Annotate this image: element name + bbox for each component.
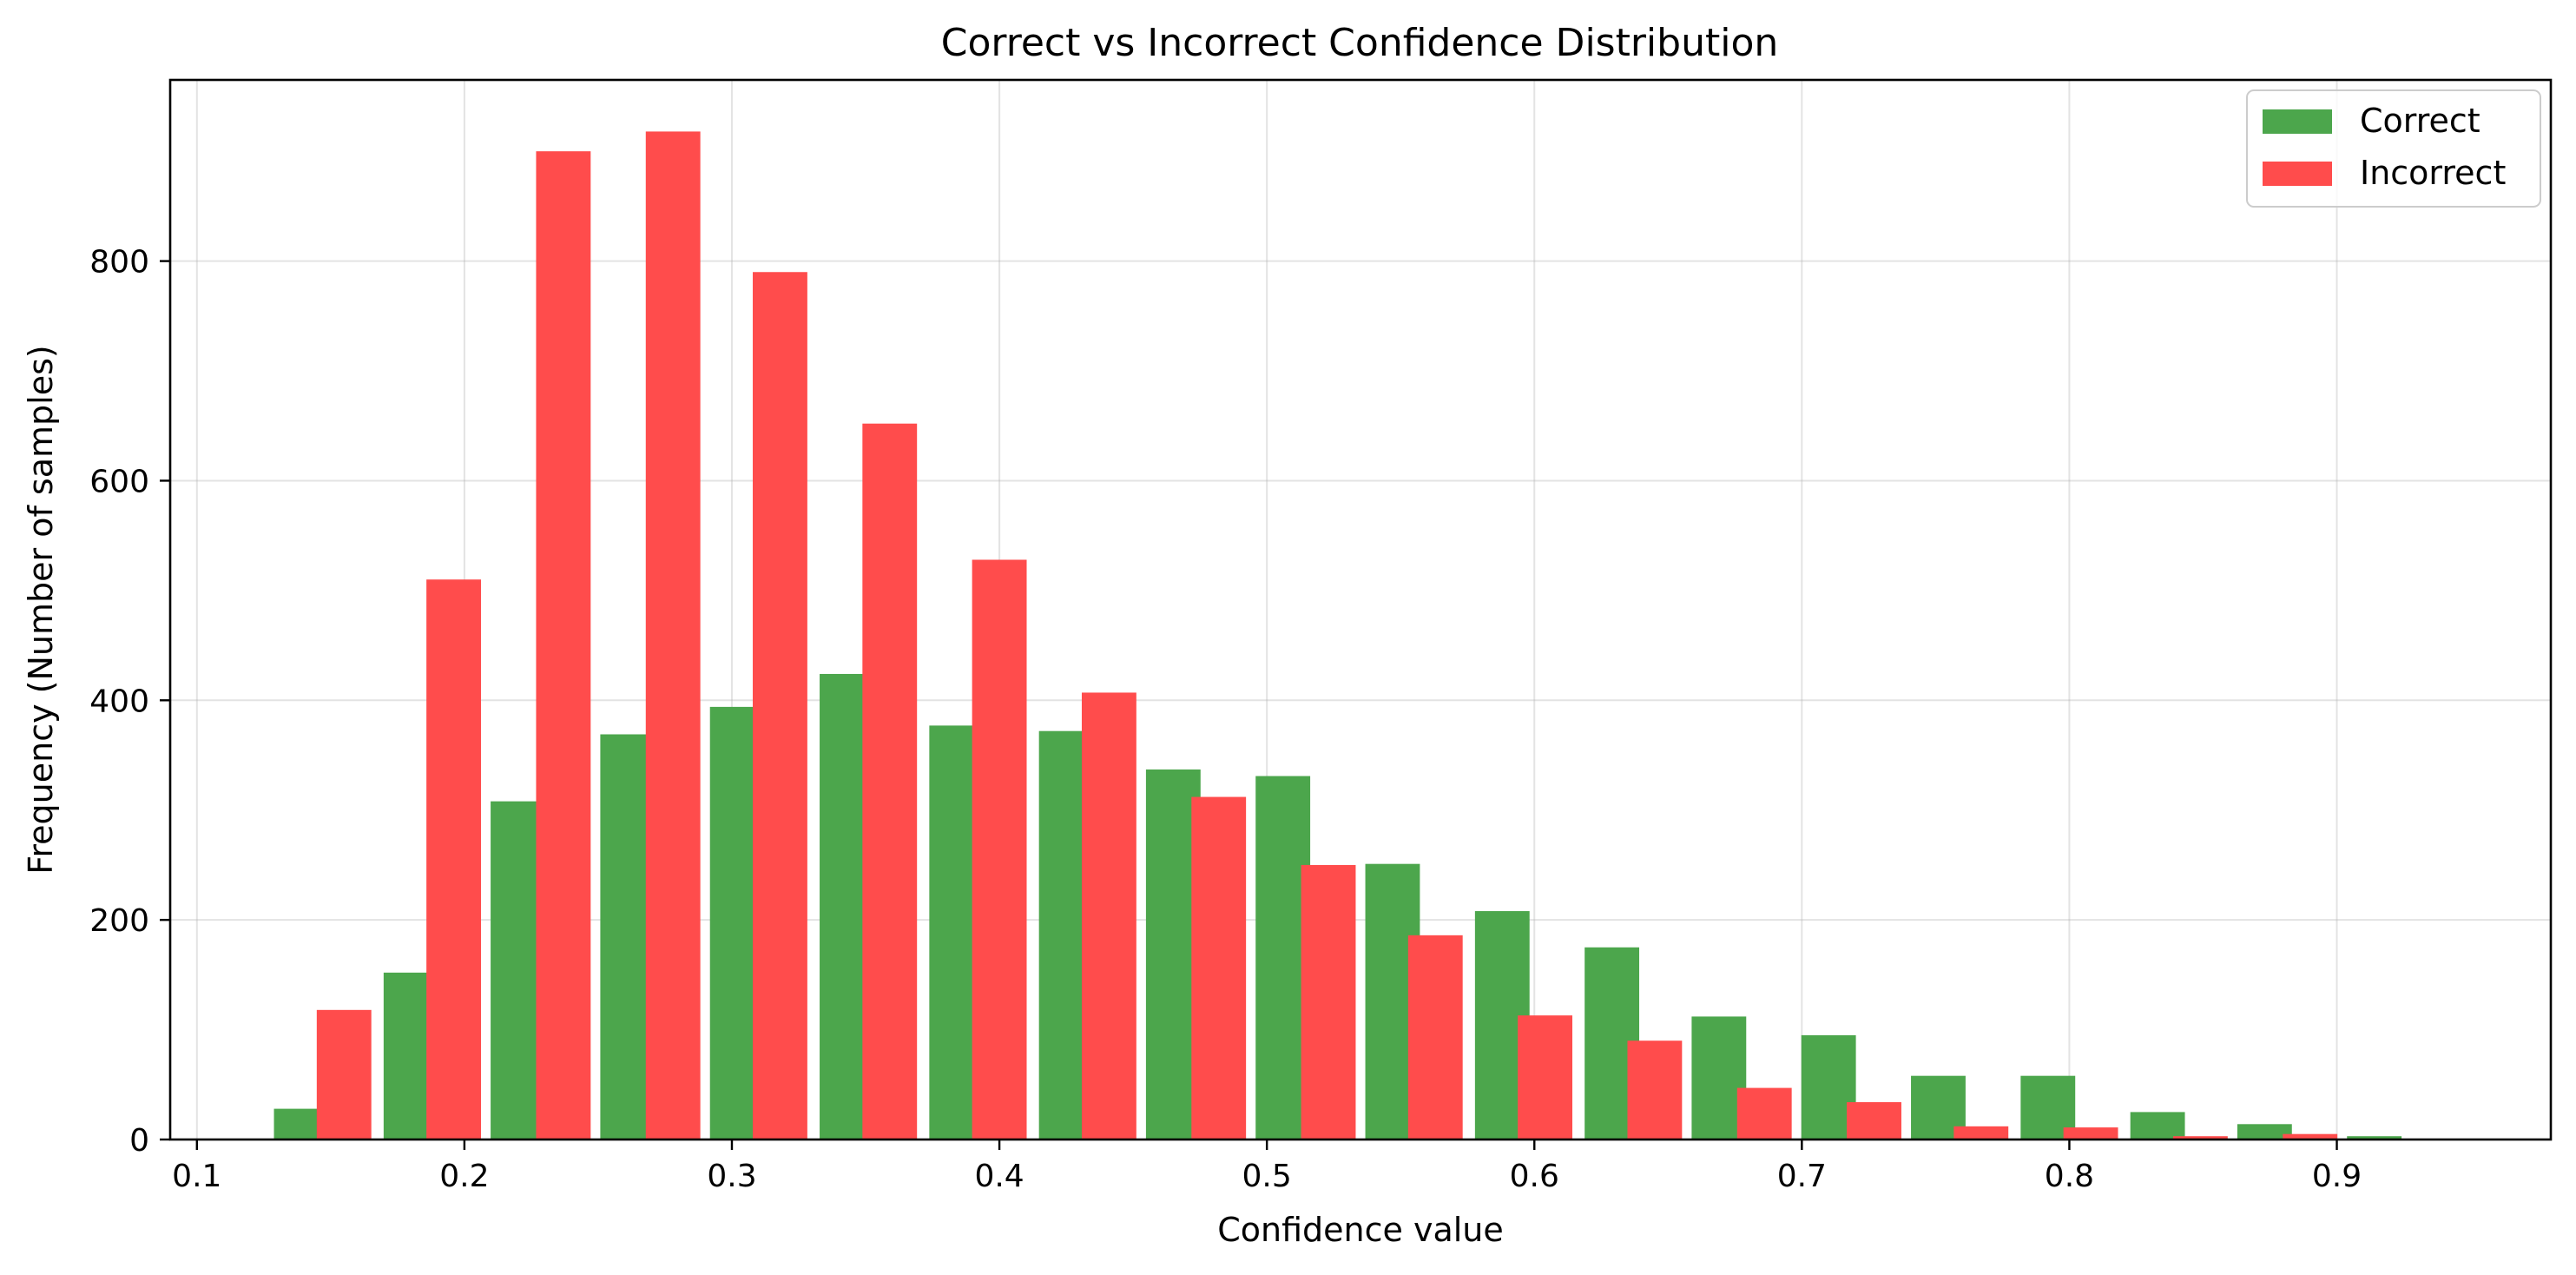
x-tick-label: 0.7	[1777, 1159, 1827, 1194]
bar-incorrect	[2172, 1136, 2228, 1140]
y-axis-label: Frequency (Number of samples)	[22, 345, 60, 874]
bar-incorrect	[1191, 796, 1247, 1140]
y-tick-label: 200	[89, 903, 149, 939]
x-tick-label: 0.2	[439, 1159, 489, 1194]
x-tick-label: 0.5	[1242, 1159, 1292, 1194]
bar-incorrect	[1301, 864, 1356, 1140]
x-tick-label: 0.9	[2312, 1159, 2362, 1194]
plot-frame	[168, 78, 2553, 1141]
bar-incorrect	[2283, 1133, 2338, 1140]
bar-incorrect	[1627, 1040, 1683, 1140]
x-tick-label: 0.6	[1510, 1159, 1559, 1194]
bar-incorrect	[316, 1009, 372, 1140]
bar-incorrect	[862, 423, 918, 1140]
bar-incorrect	[2063, 1127, 2118, 1140]
bar-incorrect	[536, 151, 591, 1140]
bar-incorrect	[1736, 1087, 1792, 1140]
bar-incorrect	[1518, 1015, 1573, 1140]
x-tick-label: 0.1	[172, 1159, 221, 1194]
chart-title: Correct vs Incorrect Confidence Distribu…	[941, 21, 1779, 65]
x-tick-label: 0.8	[2045, 1159, 2094, 1194]
x-axis-label: Confidence value	[1217, 1211, 1504, 1249]
y-tick-label: 400	[89, 684, 149, 719]
y-tick-label: 0	[129, 1123, 149, 1159]
bar-incorrect	[753, 272, 807, 1140]
bar-correct	[1145, 769, 1201, 1140]
bar-correct	[2347, 1136, 2402, 1140]
bar-incorrect	[972, 559, 1027, 1140]
x-axis-ticks: 0.1 0.2 0.3 0.4 0.5 0.6 0.7 0.8 0.9	[172, 1140, 2362, 1194]
bar-correct	[2130, 1112, 2185, 1140]
y-tick-label: 600	[89, 464, 149, 499]
bar-incorrect	[1847, 1102, 1901, 1140]
bar-incorrect	[1407, 935, 1463, 1140]
bar-correct	[2237, 1124, 2292, 1140]
bar-incorrect	[1953, 1126, 2009, 1140]
legend-label-incorrect: Incorrect	[2360, 154, 2506, 192]
y-tick-label: 800	[89, 245, 149, 281]
x-tick-label: 0.4	[974, 1159, 1024, 1194]
bar-incorrect	[426, 579, 482, 1140]
bar-incorrect	[1081, 692, 1136, 1140]
y-axis-ticks: 0 200 400 600 800	[89, 245, 170, 1159]
legend-swatch-incorrect	[2263, 162, 2332, 186]
bar-incorrect	[645, 131, 701, 1140]
bars	[273, 131, 2402, 1140]
legend-swatch-correct	[2263, 109, 2332, 134]
x-tick-label: 0.3	[707, 1159, 756, 1194]
legend-label-correct: Correct	[2360, 102, 2480, 140]
legend: Correct Incorrect	[2246, 89, 2541, 208]
